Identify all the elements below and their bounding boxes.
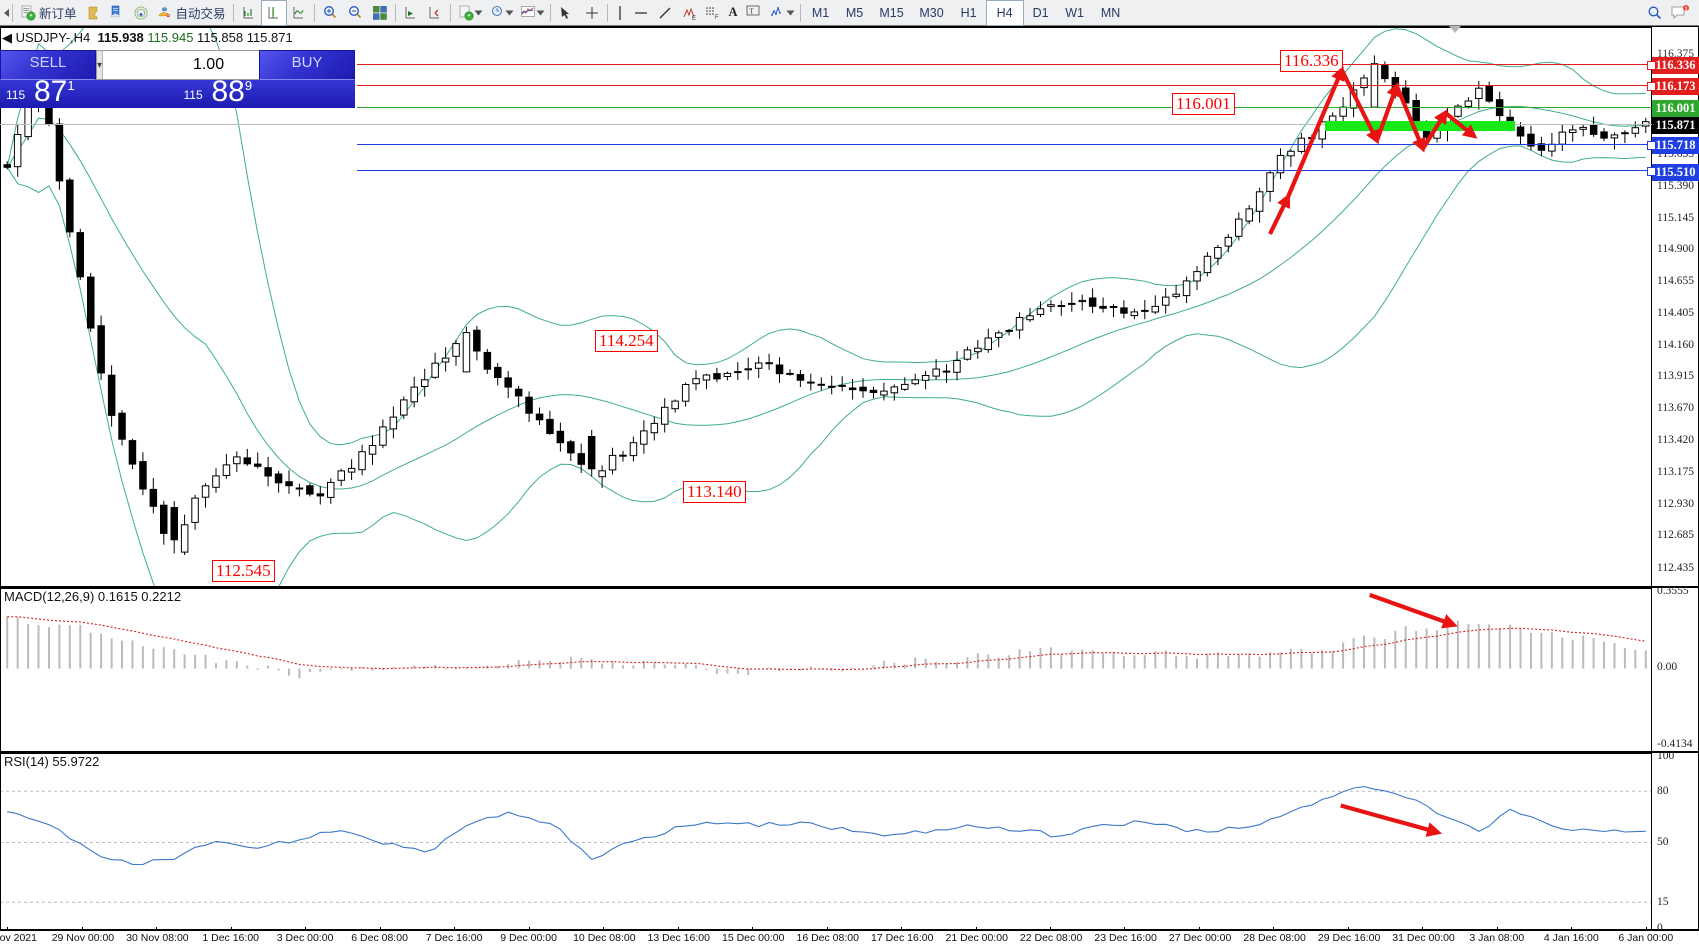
svg-text:1: 1 xyxy=(1684,6,1687,12)
svg-text:E: E xyxy=(692,16,696,21)
svg-text:T: T xyxy=(749,7,754,15)
svg-text:F: F xyxy=(715,15,719,21)
